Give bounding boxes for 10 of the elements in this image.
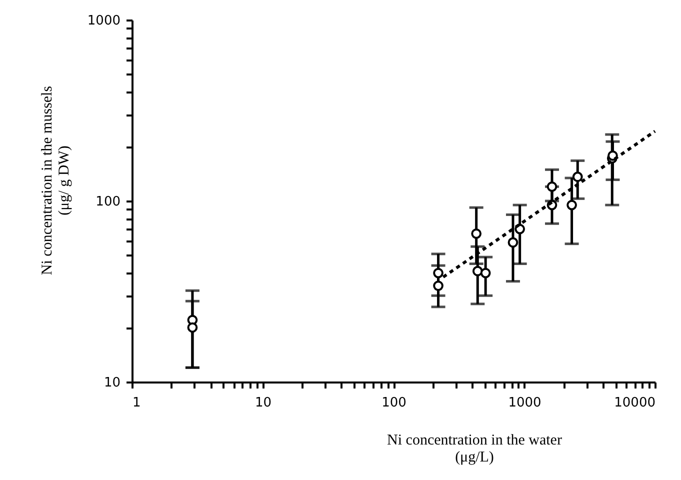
y-tick-label: 100 (96, 194, 120, 210)
x-tick-label: 1 (132, 396, 141, 410)
x-tick-label: 100 (382, 396, 406, 410)
x-tick-label: 1000 (508, 396, 542, 410)
x-axis-title: Ni concentration in the water (μg/L) (387, 432, 562, 466)
x-tick-label: 10 (254, 396, 272, 410)
y-axis-title: Ni concentration in the mussels (μg/ g DW) (40, 86, 72, 276)
x-tick-label: 10000 (614, 396, 656, 410)
y-tick-label: 10 (104, 376, 120, 390)
y-tick-label: 1000 (87, 14, 120, 28)
